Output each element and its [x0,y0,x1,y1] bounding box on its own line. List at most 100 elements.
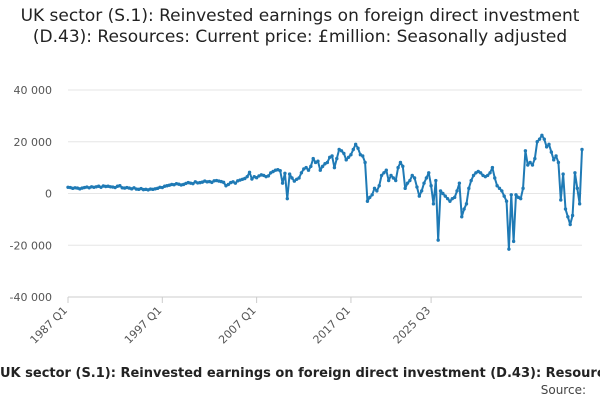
data-point [488,171,492,175]
data-point [495,184,499,188]
source-label: Source: [540,383,586,397]
data-point [460,215,464,219]
data-point [547,142,551,147]
data-point [556,160,561,165]
gridlines [68,89,582,246]
data-point [566,215,570,219]
data-point [535,140,539,144]
data-point [580,147,584,152]
x-tick-label: 1987 Q1 [28,304,71,347]
data-point [497,186,502,191]
data-point [575,186,579,191]
data-point [396,165,400,170]
data-point [533,156,537,161]
data-point [469,178,473,183]
x-tick-label: 2007 Q1 [216,304,259,347]
data-point [561,172,565,176]
data-point [247,170,252,174]
data-point [542,137,546,141]
data-point [318,168,322,172]
data-point [401,164,405,169]
data-point [559,198,563,202]
series-line [67,134,583,251]
data-point [478,171,483,175]
x-tick-label: 1997 Q1 [122,304,165,347]
data-point [540,133,544,137]
data-point [389,173,393,178]
data-point [443,194,447,198]
data-point [394,178,398,183]
data-point [429,184,433,188]
data-point [342,151,346,156]
data-point [221,180,226,185]
data-point [325,160,330,165]
data-point [521,186,525,191]
data-point [233,181,238,185]
data-point [448,199,452,203]
data-point [490,165,495,170]
data-point [422,181,426,185]
data-point [309,164,313,169]
data-point [424,176,429,180]
data-points [66,133,584,251]
data-point [118,184,122,188]
data-point [370,193,374,197]
data-point [462,207,466,211]
data-point [554,154,558,158]
chart-title: UK sector (S.1): Reinvested earnings on … [20,6,580,47]
x-tick-label: 2017 Q1 [311,304,354,347]
data-point [297,176,301,180]
data-point [464,202,469,206]
data-point [528,160,532,165]
data-point [457,181,462,185]
data-point [351,147,355,152]
data-point [452,195,457,200]
data-point [398,160,403,165]
data-point [427,171,431,175]
data-point [254,176,259,180]
data-point [467,186,471,191]
y-tick-label: -40 000 [10,291,52,304]
data-point [379,173,384,178]
data-point [568,222,572,227]
x-tick-label: 2025 Q3 [391,304,434,347]
data-point [485,173,490,178]
data-point [384,168,388,172]
data-point [441,191,445,196]
data-point [346,155,351,159]
data-point [417,194,422,198]
data-point [500,189,504,193]
data-point [283,171,287,176]
data-point [573,171,577,175]
data-point [191,181,195,186]
data-point [408,178,412,183]
data-point [356,146,360,150]
data-point [419,189,424,193]
data-point [391,176,396,180]
data-point [290,176,294,180]
data-point [438,189,443,193]
data-point [519,196,523,201]
data-point [304,165,308,170]
data-point [306,168,311,172]
data-point [316,159,320,163]
data-point [278,169,282,173]
data-point [523,149,528,153]
data-point [365,199,370,203]
data-point [375,189,379,193]
data-point [526,163,530,167]
data-point [570,213,575,218]
data-point [382,171,386,175]
data-point [431,202,436,206]
data-point [471,173,476,178]
data-point [507,247,511,251]
data-point [344,158,348,162]
y-axis-ticks: -40 000 -20 000 0 20 000 40 000 [10,84,52,304]
y-tick-label: 20 000 [14,136,53,149]
data-point [577,202,582,206]
data-point [287,172,292,176]
data-point [299,171,304,175]
data-point [445,196,450,201]
data-point [339,149,344,153]
y-tick-label: 40 000 [14,84,53,97]
